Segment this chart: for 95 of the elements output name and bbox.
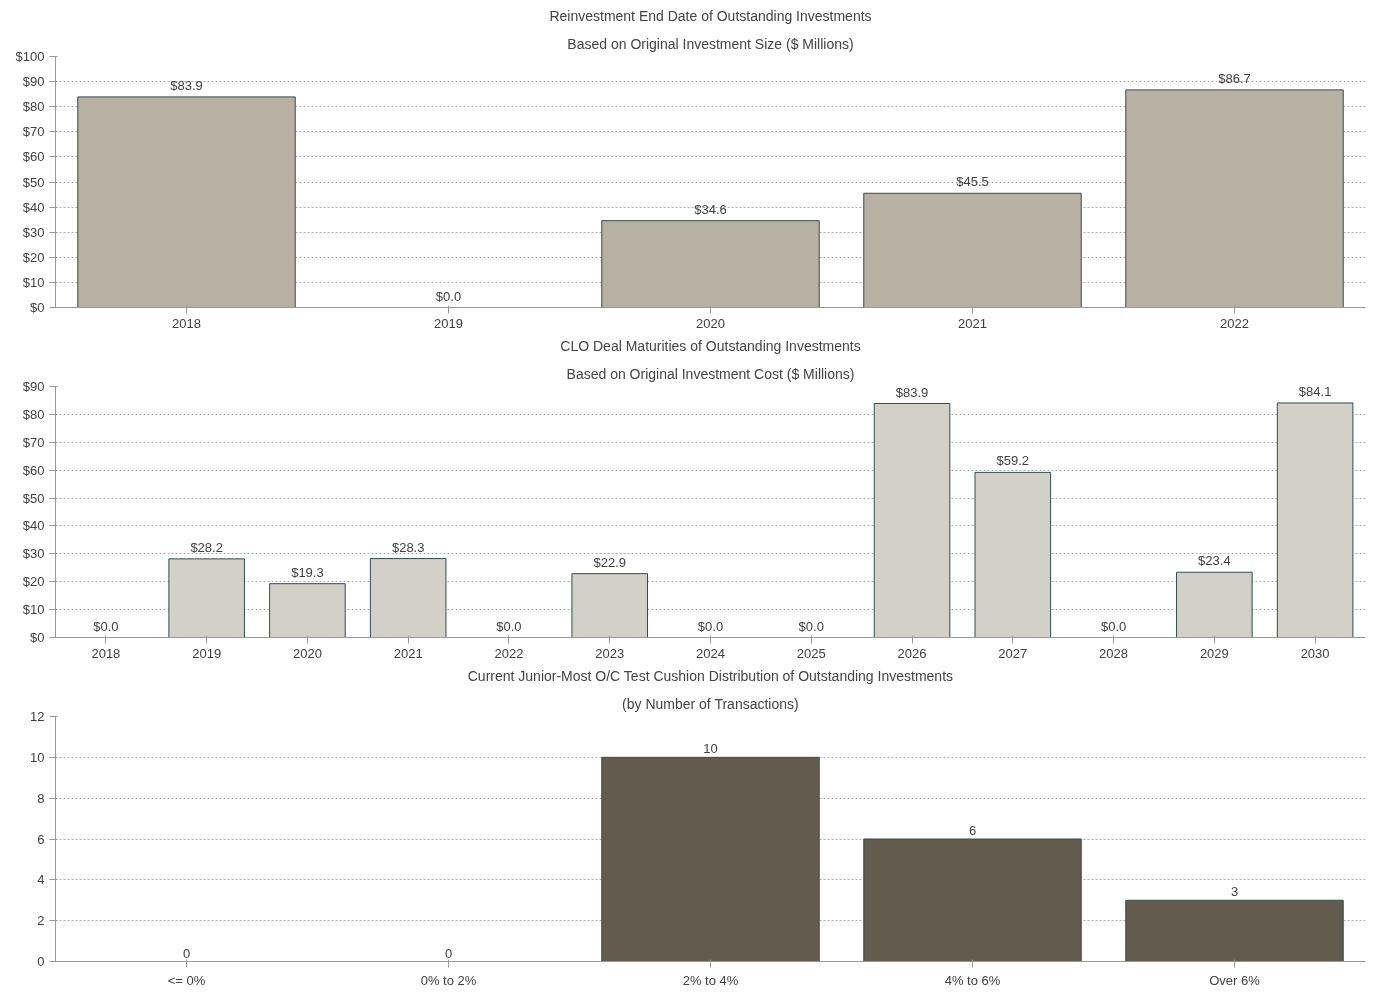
- data-label: 10: [703, 741, 718, 757]
- chart-title: CLO Deal Maturities of Outstanding Investments: [560, 337, 861, 354]
- y-tick-label: $100: [15, 49, 45, 64]
- y-tick-label: $10: [22, 274, 45, 290]
- bar: [601, 756, 820, 962]
- data-label: $19.3: [291, 564, 324, 580]
- chart-subtitle: (by Number of Transactions): [622, 695, 799, 712]
- x-tick-label: 2028: [1099, 645, 1129, 661]
- bar: [601, 220, 820, 308]
- x-tick-label: 2023: [595, 645, 625, 661]
- chart-subtitle: Based on Original Investment Cost ($ Millions): [566, 365, 855, 382]
- x-tick-label: 4% to 6%: [944, 972, 1001, 988]
- y-tick-label: $40: [22, 518, 45, 534]
- bar: [1276, 402, 1354, 638]
- bar: [863, 192, 1082, 308]
- y-tick-label: $90: [22, 74, 45, 90]
- chart-subtitle: Based on Original Investment Size ($ Millions): [567, 35, 854, 52]
- data-label: $0.0: [1100, 618, 1127, 634]
- x-tick-label: 2020: [696, 315, 725, 331]
- chart-title: Reinvestment End Date of Outstanding Investments: [549, 7, 872, 24]
- x-tick-label: 2021: [393, 645, 423, 661]
- x-tick-label: 2026: [897, 645, 927, 661]
- x-tick-label: 2019: [434, 315, 463, 331]
- data-label: $23.4: [1198, 553, 1231, 569]
- data-label: $0.0: [435, 288, 462, 304]
- data-label: 3: [1230, 884, 1239, 900]
- data-label: $83.9: [895, 384, 929, 400]
- y-tick-label: $50: [22, 490, 45, 506]
- bar: [974, 471, 1052, 638]
- y-tick-label: $70: [22, 434, 45, 450]
- x-tick-label: 2022: [494, 645, 524, 661]
- bar: [1125, 899, 1344, 962]
- x-tick-label: 2030: [1300, 645, 1330, 661]
- y-tick-label: $40: [22, 199, 45, 215]
- x-tick-label: Over 6%: [1209, 972, 1261, 988]
- data-label: $45.5: [956, 174, 989, 190]
- data-label: $84.1: [1298, 383, 1332, 399]
- x-tick-label: 2029: [1199, 645, 1229, 661]
- x-tick-label: <= 0%: [167, 972, 206, 988]
- bar: [1176, 571, 1253, 638]
- y-tick-label: $90: [22, 379, 45, 394]
- chart-title: Current Junior-Most O/C Test Cushion Distribution of Outstanding Investments: [467, 667, 954, 684]
- data-label: $0.0: [697, 618, 724, 634]
- bar: [873, 403, 951, 638]
- data-label: $86.7: [1218, 70, 1251, 86]
- y-tick-label: 8: [37, 790, 45, 806]
- bar: [863, 838, 1082, 962]
- x-tick-label: 2018: [172, 315, 201, 331]
- x-tick-label: 2025: [796, 645, 826, 661]
- data-label: $34.6: [694, 201, 727, 217]
- data-label: $28.2: [190, 539, 223, 555]
- data-label: $28.3: [391, 539, 425, 555]
- x-tick-label: 0% to 2%: [420, 972, 477, 988]
- y-tick-label: $60: [22, 149, 45, 165]
- x-tick-label: 2019: [192, 645, 222, 661]
- y-tick-label: $20: [22, 249, 45, 265]
- bar: [168, 558, 245, 638]
- y-tick-label: $30: [22, 224, 45, 240]
- bar: [369, 558, 447, 638]
- x-tick-label: 2018: [91, 645, 121, 661]
- x-tick-label: 2021: [958, 315, 987, 331]
- x-tick-label: 2022: [1220, 315, 1249, 331]
- data-label: 6: [968, 823, 977, 838]
- data-label: $22.9: [593, 554, 627, 570]
- y-tick-label: 2: [37, 913, 45, 929]
- bar: [571, 573, 649, 638]
- y-tick-label: $50: [22, 174, 45, 190]
- y-tick-label: $0: [30, 300, 45, 315]
- x-tick-label: 2027: [998, 645, 1028, 661]
- y-tick-label: 10: [30, 749, 45, 765]
- data-label: $0.0: [93, 618, 119, 634]
- x-tick-label: 2020: [292, 645, 322, 661]
- y-tick-label: $30: [22, 546, 45, 562]
- y-tick-label: 4: [37, 872, 45, 888]
- y-tick-label: $10: [22, 602, 45, 618]
- bar: [269, 583, 346, 638]
- y-tick-label: 12: [30, 709, 45, 724]
- y-tick-label: 6: [37, 831, 45, 847]
- y-tick-label: $80: [22, 406, 45, 422]
- y-tick-label: 0: [37, 954, 45, 969]
- y-tick-label: $80: [22, 99, 45, 115]
- data-label: $59.2: [996, 453, 1030, 469]
- bar: [77, 96, 296, 308]
- data-label: $0.0: [798, 618, 824, 634]
- x-tick-label: 2024: [696, 645, 725, 661]
- data-label: 0: [444, 945, 453, 961]
- x-tick-label: 2% to 4%: [682, 972, 739, 988]
- y-tick-label: $0: [30, 630, 45, 645]
- data-label: $83.9: [170, 77, 203, 93]
- y-tick-label: $20: [22, 574, 45, 590]
- bar: [1125, 89, 1344, 308]
- data-label: 0: [182, 945, 191, 961]
- y-tick-label: $60: [22, 462, 45, 478]
- y-tick-label: $70: [22, 124, 45, 140]
- data-label: $0.0: [496, 618, 522, 634]
